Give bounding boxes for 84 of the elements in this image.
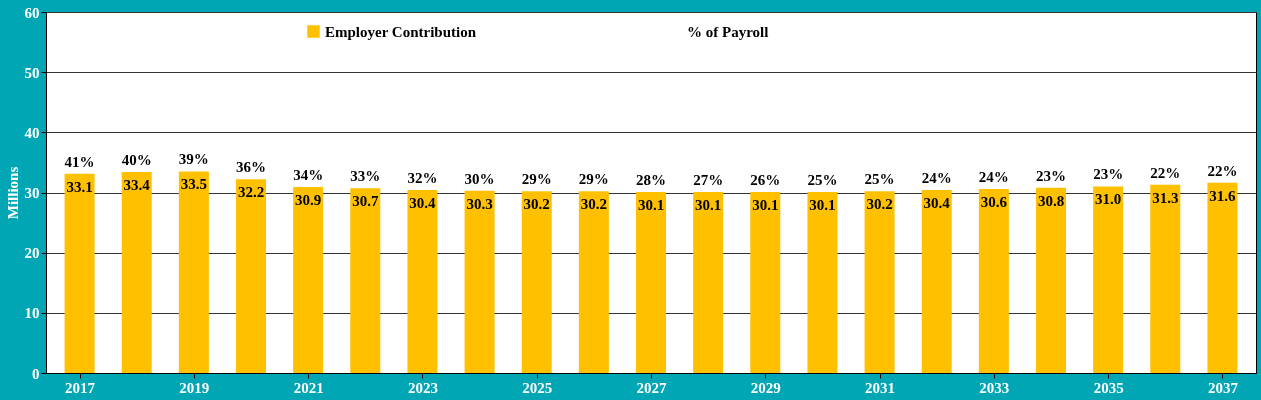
bar: [636, 191, 666, 373]
data-label: 32.2: [237, 184, 265, 201]
data-label: 30.4: [923, 195, 951, 212]
bar: [807, 191, 838, 373]
x-tick-label: 2027: [636, 379, 667, 396]
data-label: 30.7: [352, 193, 379, 210]
x-tick-label: 2023: [407, 379, 438, 396]
annotation: 25%: [864, 171, 895, 188]
annotation: 27%: [693, 171, 724, 188]
bar: [350, 188, 381, 373]
y-tick-label: 40: [24, 124, 40, 141]
data-label: 31.6: [1209, 187, 1237, 204]
data-label: 33.1: [66, 178, 93, 195]
bar: [407, 190, 438, 373]
bar: [521, 191, 552, 373]
bar: [236, 179, 266, 373]
x-tick-label: 2017: [65, 379, 96, 396]
bar: [750, 191, 781, 373]
bar: [1207, 182, 1238, 373]
annotation: 33%: [350, 168, 381, 185]
y-tick-label: 50: [24, 64, 40, 81]
y-axis-title: Millions: [4, 166, 21, 220]
y-tick-label: 0: [32, 365, 40, 382]
x-tick-label: 2031: [865, 379, 896, 396]
bar: [1093, 186, 1124, 373]
annotation: 26%: [750, 171, 781, 188]
bar: [121, 172, 152, 373]
x-tick-label: 2029: [750, 379, 781, 396]
annotation: 23%: [1036, 167, 1066, 184]
annotation: 24%: [921, 170, 952, 187]
y-tick-label: 20: [24, 245, 40, 262]
bar: [693, 191, 724, 373]
data-label: 30.6: [980, 193, 1008, 210]
bar: [178, 171, 209, 373]
annotation: 40%: [121, 152, 152, 169]
data-label: 30.9: [295, 192, 322, 209]
data-label: 30.8: [1037, 192, 1065, 209]
bar: [1036, 187, 1066, 373]
bar: [921, 190, 952, 373]
data-label: 30.2: [580, 196, 607, 213]
data-label: 33.5: [180, 176, 207, 193]
annotation: 29%: [578, 171, 609, 188]
text: % of Payroll: [687, 23, 769, 40]
bar: [64, 173, 95, 373]
annotation: 29%: [521, 171, 552, 188]
bar: [864, 191, 895, 373]
data-label: 30.2: [523, 196, 550, 213]
data-label: 30.1: [752, 196, 779, 213]
annotation: 34%: [293, 167, 324, 184]
x-tick-label: 2025: [522, 379, 553, 396]
y-tick-label: 10: [24, 305, 40, 322]
annotation: 22%: [1207, 162, 1238, 179]
data-label: 31.3: [1152, 189, 1179, 206]
annotation: 41%: [64, 153, 95, 170]
bar: [293, 187, 324, 373]
annotation: 22%: [1150, 164, 1181, 181]
annotation: 23%: [1093, 166, 1124, 183]
legend-label: Employer Contribution: [325, 23, 477, 40]
annotation: 39%: [178, 151, 209, 168]
x-tick-label: 2037: [1207, 379, 1239, 396]
data-label: 33.4: [123, 177, 151, 194]
annotation: 25%: [807, 171, 838, 188]
x-tick-label: 2019: [179, 379, 210, 396]
data-label: 30.4: [409, 195, 437, 212]
x-tick-label: 2035: [1093, 379, 1124, 396]
annotation: 30%: [464, 170, 495, 187]
x-tick-label: 2033: [979, 379, 1010, 396]
data-label: 30.3: [466, 195, 493, 212]
data-label: 30.1: [637, 196, 665, 213]
bar: [1150, 184, 1181, 373]
annotation: 32%: [407, 170, 438, 187]
annotation: 36%: [236, 159, 266, 176]
bar: [464, 190, 495, 373]
y-tick-label: 30: [24, 185, 40, 201]
bar: [978, 188, 1009, 373]
annotation: 28%: [636, 171, 666, 188]
data-label: 30.1: [695, 196, 722, 213]
bar: [578, 191, 609, 373]
annotation: 24%: [978, 168, 1009, 185]
y-tick-label: 60: [24, 4, 40, 21]
data-label: 30.1: [809, 196, 836, 213]
x-tick-label: 2021: [293, 379, 324, 396]
data-label: 30.2: [866, 196, 893, 213]
data-label: 31.0: [1095, 191, 1122, 208]
